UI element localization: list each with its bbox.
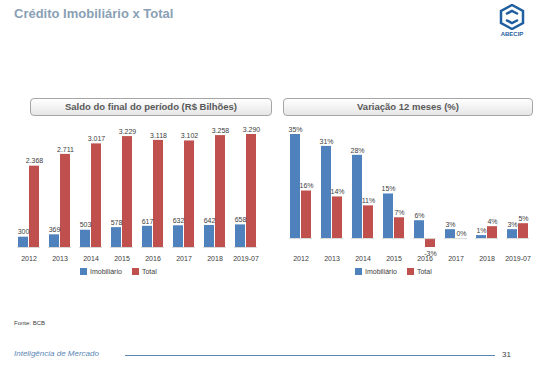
- svg-text:2012: 2012: [293, 255, 309, 262]
- svg-text:2018: 2018: [207, 255, 223, 262]
- html-text:Total: Total: [416, 268, 432, 275]
- svg-text:642: 642: [204, 217, 216, 224]
- html-text:Fonte: BCB: Fonte: BCB: [14, 320, 45, 326]
- svg-text:503: 503: [80, 221, 92, 228]
- html-text:Inteligência de Mercado: Inteligência de Mercado: [14, 349, 99, 358]
- html-text:Crédito Imobiliário x Total: Crédito Imobiliário x Total: [14, 6, 174, 21]
- svg-text:617: 617: [142, 218, 154, 225]
- svg-text:6%: 6%: [414, 212, 424, 219]
- html-text:Imobiliário: Imobiliário: [90, 268, 122, 275]
- svg-text:2013: 2013: [324, 255, 340, 262]
- svg-text:11%: 11%: [362, 197, 376, 204]
- svg-text:2012: 2012: [21, 255, 37, 262]
- svg-text:3.290: 3.290: [243, 126, 261, 133]
- svg-text:3%: 3%: [445, 221, 455, 228]
- svg-text:2018: 2018: [479, 255, 495, 262]
- svg-text:35%: 35%: [288, 126, 302, 133]
- svg-text:2015: 2015: [114, 255, 130, 262]
- svg-text:-3%: -3%: [424, 250, 436, 257]
- html-text:ABECIP: ABECIP: [500, 31, 524, 37]
- svg-text:28%: 28%: [350, 147, 364, 154]
- svg-text:2.711: 2.711: [57, 146, 74, 153]
- svg-text:2016: 2016: [145, 255, 161, 262]
- svg-text:5%: 5%: [518, 215, 528, 222]
- svg-text:2014: 2014: [355, 255, 371, 262]
- html-text:Variação 12 meses (%): Variação 12 meses (%): [357, 101, 459, 112]
- html-text:Saldo do final do período (R$: Saldo do final do período (R$ Bilhões): [65, 101, 237, 112]
- svg-text:658: 658: [235, 216, 247, 223]
- svg-text:2017: 2017: [448, 255, 464, 262]
- svg-text:2017: 2017: [176, 255, 192, 262]
- svg-text:4%: 4%: [487, 218, 497, 225]
- html-text:Imobiliário: Imobiliário: [365, 268, 397, 275]
- svg-text:2015: 2015: [386, 255, 402, 262]
- svg-text:15%: 15%: [381, 185, 395, 192]
- html-text:31: 31: [502, 350, 511, 359]
- svg-text:0%: 0%: [456, 230, 466, 237]
- svg-text:300: 300: [18, 228, 30, 235]
- svg-text:2019-07: 2019-07: [233, 255, 259, 262]
- svg-text:578: 578: [111, 219, 123, 226]
- svg-text:3.102: 3.102: [181, 132, 199, 139]
- svg-text:369: 369: [49, 226, 61, 233]
- svg-text:632: 632: [173, 217, 185, 224]
- svg-text:2.368: 2.368: [26, 157, 44, 164]
- svg-text:3.258: 3.258: [212, 127, 230, 134]
- svg-text:3.229: 3.229: [119, 128, 137, 135]
- svg-text:2019-07: 2019-07: [505, 255, 531, 262]
- svg-text:7%: 7%: [394, 209, 404, 216]
- svg-text:2013: 2013: [52, 255, 68, 262]
- svg-text:14%: 14%: [330, 188, 344, 195]
- svg-text:3.017: 3.017: [88, 135, 106, 142]
- html-text:Total: Total: [141, 268, 157, 275]
- svg-text:31%: 31%: [319, 138, 333, 145]
- svg-text:2016: 2016: [417, 255, 433, 263]
- svg-text:16%: 16%: [299, 182, 313, 189]
- svg-text:1%: 1%: [476, 227, 486, 234]
- svg-text:3.118: 3.118: [150, 132, 167, 139]
- svg-text:3%: 3%: [507, 221, 517, 228]
- svg-text:2014: 2014: [83, 255, 99, 262]
